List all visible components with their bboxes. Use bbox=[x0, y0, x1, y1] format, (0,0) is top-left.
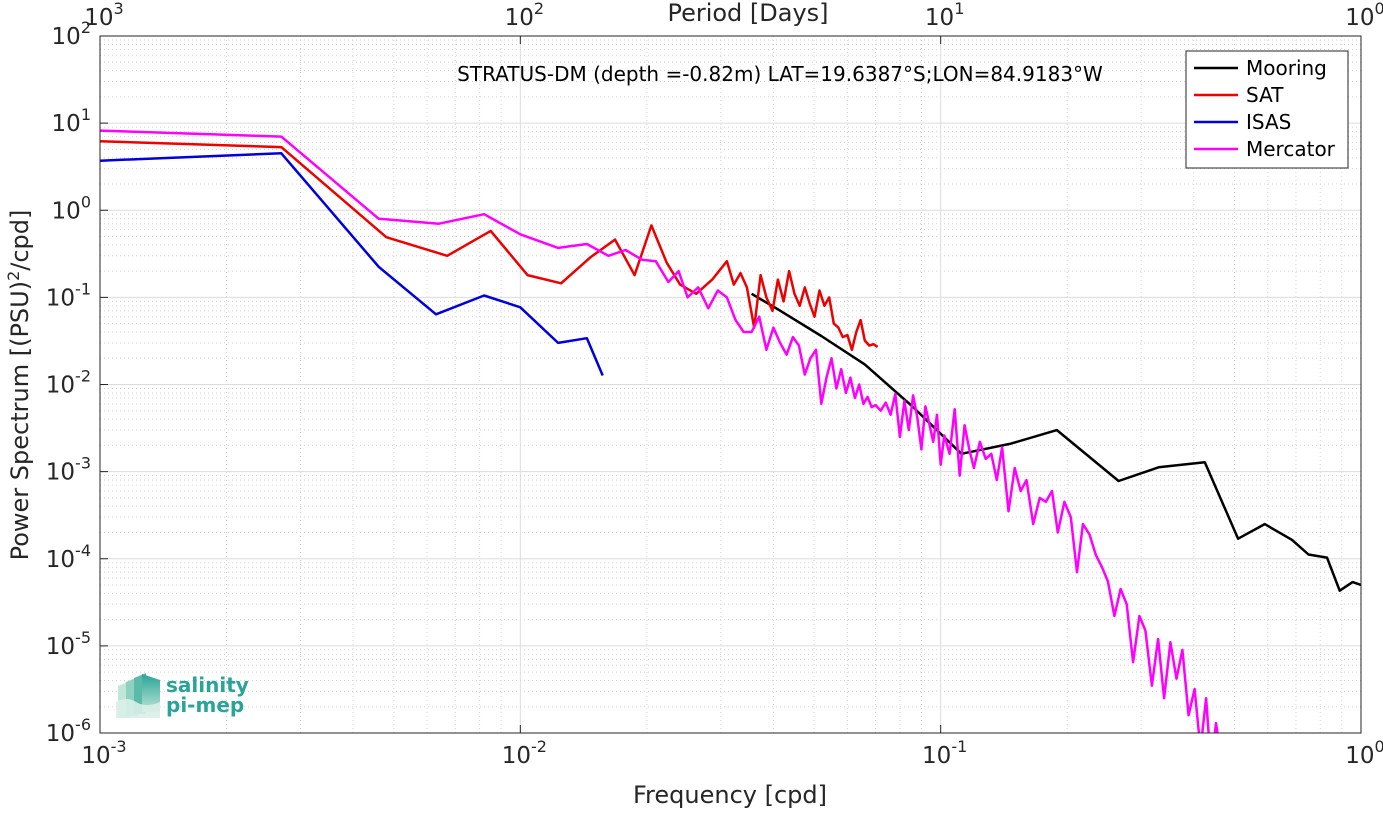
x2-tick-label: 100 bbox=[1345, 0, 1383, 31]
y-tick-label: 100 bbox=[52, 192, 91, 224]
series-layer bbox=[100, 129, 1361, 733]
legend: Mooring SAT ISAS Mercator bbox=[1185, 50, 1349, 169]
y-tick-label: 10-3 bbox=[46, 454, 91, 486]
legend-label-sat: SAT bbox=[1246, 83, 1284, 107]
y-tick-label: 102 bbox=[52, 18, 91, 50]
legend-label-mercator: Mercator bbox=[1246, 137, 1336, 161]
y-tick-label: 10-6 bbox=[46, 715, 91, 747]
x2-tick-label: 101 bbox=[925, 0, 964, 31]
x2-tick-label: 103 bbox=[84, 0, 123, 31]
legend-label-isas: ISAS bbox=[1246, 110, 1291, 134]
x2-tick-label: 102 bbox=[505, 0, 544, 31]
y-tick-label: 10-4 bbox=[46, 541, 91, 573]
y-tick-label: 101 bbox=[52, 105, 91, 137]
chart-title: STRATUS-DM (depth =-0.82m) LAT=19.6387°S… bbox=[457, 62, 1103, 86]
y-tick-label: 10-2 bbox=[46, 367, 91, 399]
x2-axis-title: Period [Days] bbox=[667, 0, 828, 27]
x-tick-label: 100 bbox=[1345, 737, 1383, 769]
legend-label-mooring: Mooring bbox=[1246, 56, 1327, 80]
y-tick-label: 10-5 bbox=[46, 628, 91, 660]
series-mercator-line bbox=[100, 129, 1219, 733]
y-axis-title: Power Spectrum [(PSU)2/cpd] bbox=[4, 210, 35, 561]
x-axis-title: Frequency [cpd] bbox=[633, 781, 827, 809]
grid bbox=[99, 35, 1362, 734]
logo-line2: pi-mep bbox=[166, 693, 244, 717]
x-tick-label: 10-1 bbox=[922, 737, 967, 769]
series-isas-line bbox=[100, 152, 604, 376]
series-mooring-line bbox=[750, 292, 1361, 592]
x-tick-label: 10-2 bbox=[502, 737, 547, 769]
logo-line1: salinity bbox=[166, 673, 249, 697]
y-tick-label: 10-1 bbox=[46, 279, 91, 311]
salinity-logo: salinity pi-mep bbox=[116, 673, 249, 718]
x-tick-label: 10-3 bbox=[81, 737, 126, 769]
